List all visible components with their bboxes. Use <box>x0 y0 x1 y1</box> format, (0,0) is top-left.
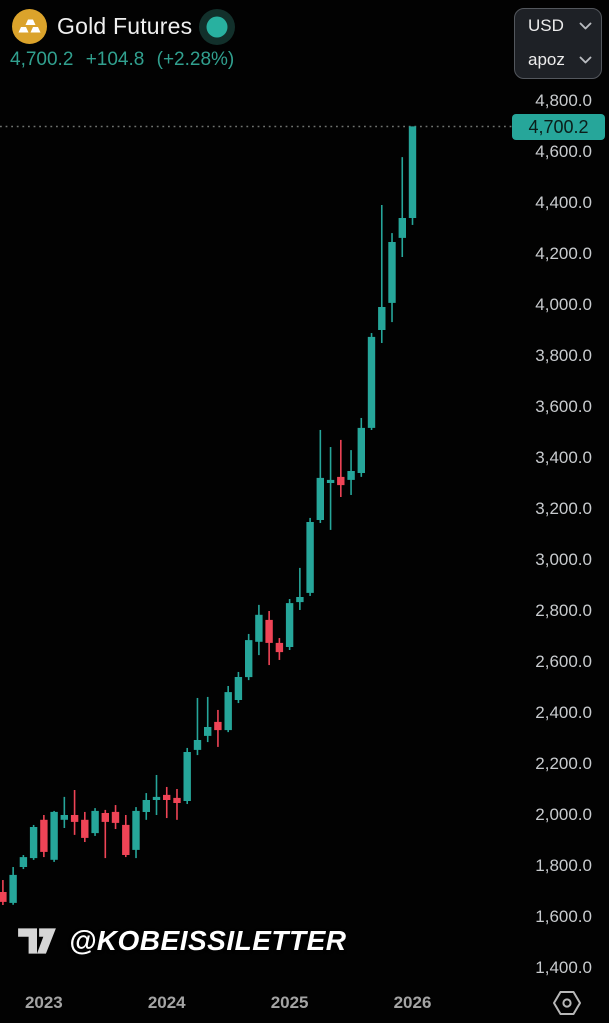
time-axis-label: 2025 <box>270 993 309 1012</box>
candle <box>275 638 284 660</box>
price-axis-label: 4,400.0 <box>535 193 592 212</box>
price-axis-label: 2,600.0 <box>535 652 592 671</box>
candle <box>0 880 7 906</box>
candle <box>163 786 171 819</box>
candle <box>214 709 222 747</box>
candle <box>81 811 89 843</box>
candle <box>408 126 417 225</box>
candle <box>398 157 406 258</box>
time-axis-label: 2026 <box>393 993 432 1012</box>
price-axis-label: 1,600.0 <box>535 907 592 926</box>
candle <box>224 685 232 733</box>
candle <box>70 790 79 835</box>
last-price-badge: 4,700.2 <box>512 114 605 140</box>
price-axis-label: 2,000.0 <box>535 805 592 824</box>
price-axis-label: 4,800.0 <box>535 91 592 110</box>
candle <box>378 205 386 343</box>
unit-value: apoz <box>528 50 565 69</box>
candle <box>234 671 243 704</box>
time-axis-label: 2023 <box>24 993 63 1012</box>
instrument-settings-icon[interactable] <box>551 989 583 1017</box>
gold-bars-icon <box>12 9 47 44</box>
price-change: +104.8 <box>85 49 145 70</box>
market-status-dot-icon <box>199 9 235 45</box>
candle <box>50 810 58 862</box>
chevron-down-icon <box>579 56 592 63</box>
instrument-title: Gold Futures <box>57 13 193 39</box>
candle <box>296 567 304 610</box>
candle <box>316 429 324 524</box>
candle <box>193 697 202 756</box>
price-axis-label: 1,800.0 <box>535 856 592 875</box>
price-axis-label: 3,400.0 <box>535 448 592 467</box>
price-axis-label: 3,200.0 <box>535 499 592 518</box>
candle <box>101 809 109 859</box>
candle <box>285 599 294 651</box>
candle <box>388 233 396 323</box>
price-summary: 4,700.2 +104.8 (+2.28%) <box>10 49 241 71</box>
candle <box>367 333 376 430</box>
price-axis-label: 3,000.0 <box>535 550 592 569</box>
candle <box>306 517 314 596</box>
price-axis-label: 2,800.0 <box>535 601 592 620</box>
tradingview-logo-icon <box>18 928 56 954</box>
candle <box>152 774 161 815</box>
unit-selector-panel: USD apoz <box>514 8 602 79</box>
candle <box>326 447 335 530</box>
price-axis-label: 2,200.0 <box>535 754 592 773</box>
candle <box>60 796 68 829</box>
candle <box>183 747 191 805</box>
chevron-down-icon <box>579 22 592 29</box>
candle <box>337 439 345 498</box>
price-change-percent: (+2.28%) <box>156 49 235 70</box>
price-axis-label: 2,400.0 <box>535 703 592 722</box>
price-axis-label: 1,400.0 <box>535 958 592 977</box>
last-price-label: 4,700.2 <box>528 116 589 137</box>
price-axis-label: 4,600.0 <box>535 142 592 161</box>
candle <box>111 805 120 830</box>
watermark-handle: @KOBEISSILETTER <box>69 925 347 956</box>
currency-dropdown[interactable]: USD <box>515 9 601 43</box>
currency-value: USD <box>528 16 564 35</box>
candle <box>255 604 263 656</box>
candle <box>245 633 253 681</box>
candle <box>122 815 130 858</box>
price-axis-label: 3,600.0 <box>535 397 592 416</box>
candle <box>29 824 38 860</box>
candle <box>357 417 365 477</box>
price-axis-label: 4,200.0 <box>535 244 592 263</box>
price-axis-label: 3,800.0 <box>535 346 592 365</box>
price-axis-label: 4,000.0 <box>535 295 592 314</box>
candle <box>19 855 28 870</box>
time-axis-label: 2024 <box>147 993 186 1012</box>
candle <box>9 867 17 905</box>
candle <box>347 450 355 495</box>
last-price: 4,700.2 <box>10 49 74 70</box>
candle <box>132 807 140 859</box>
watermark: @KOBEISSILETTER <box>16 924 347 958</box>
unit-dropdown[interactable]: apoz <box>515 43 601 77</box>
candle <box>40 815 48 858</box>
candle <box>265 611 273 666</box>
candle <box>91 808 99 836</box>
candle <box>204 696 212 743</box>
candle <box>173 788 181 820</box>
candle <box>142 793 150 820</box>
